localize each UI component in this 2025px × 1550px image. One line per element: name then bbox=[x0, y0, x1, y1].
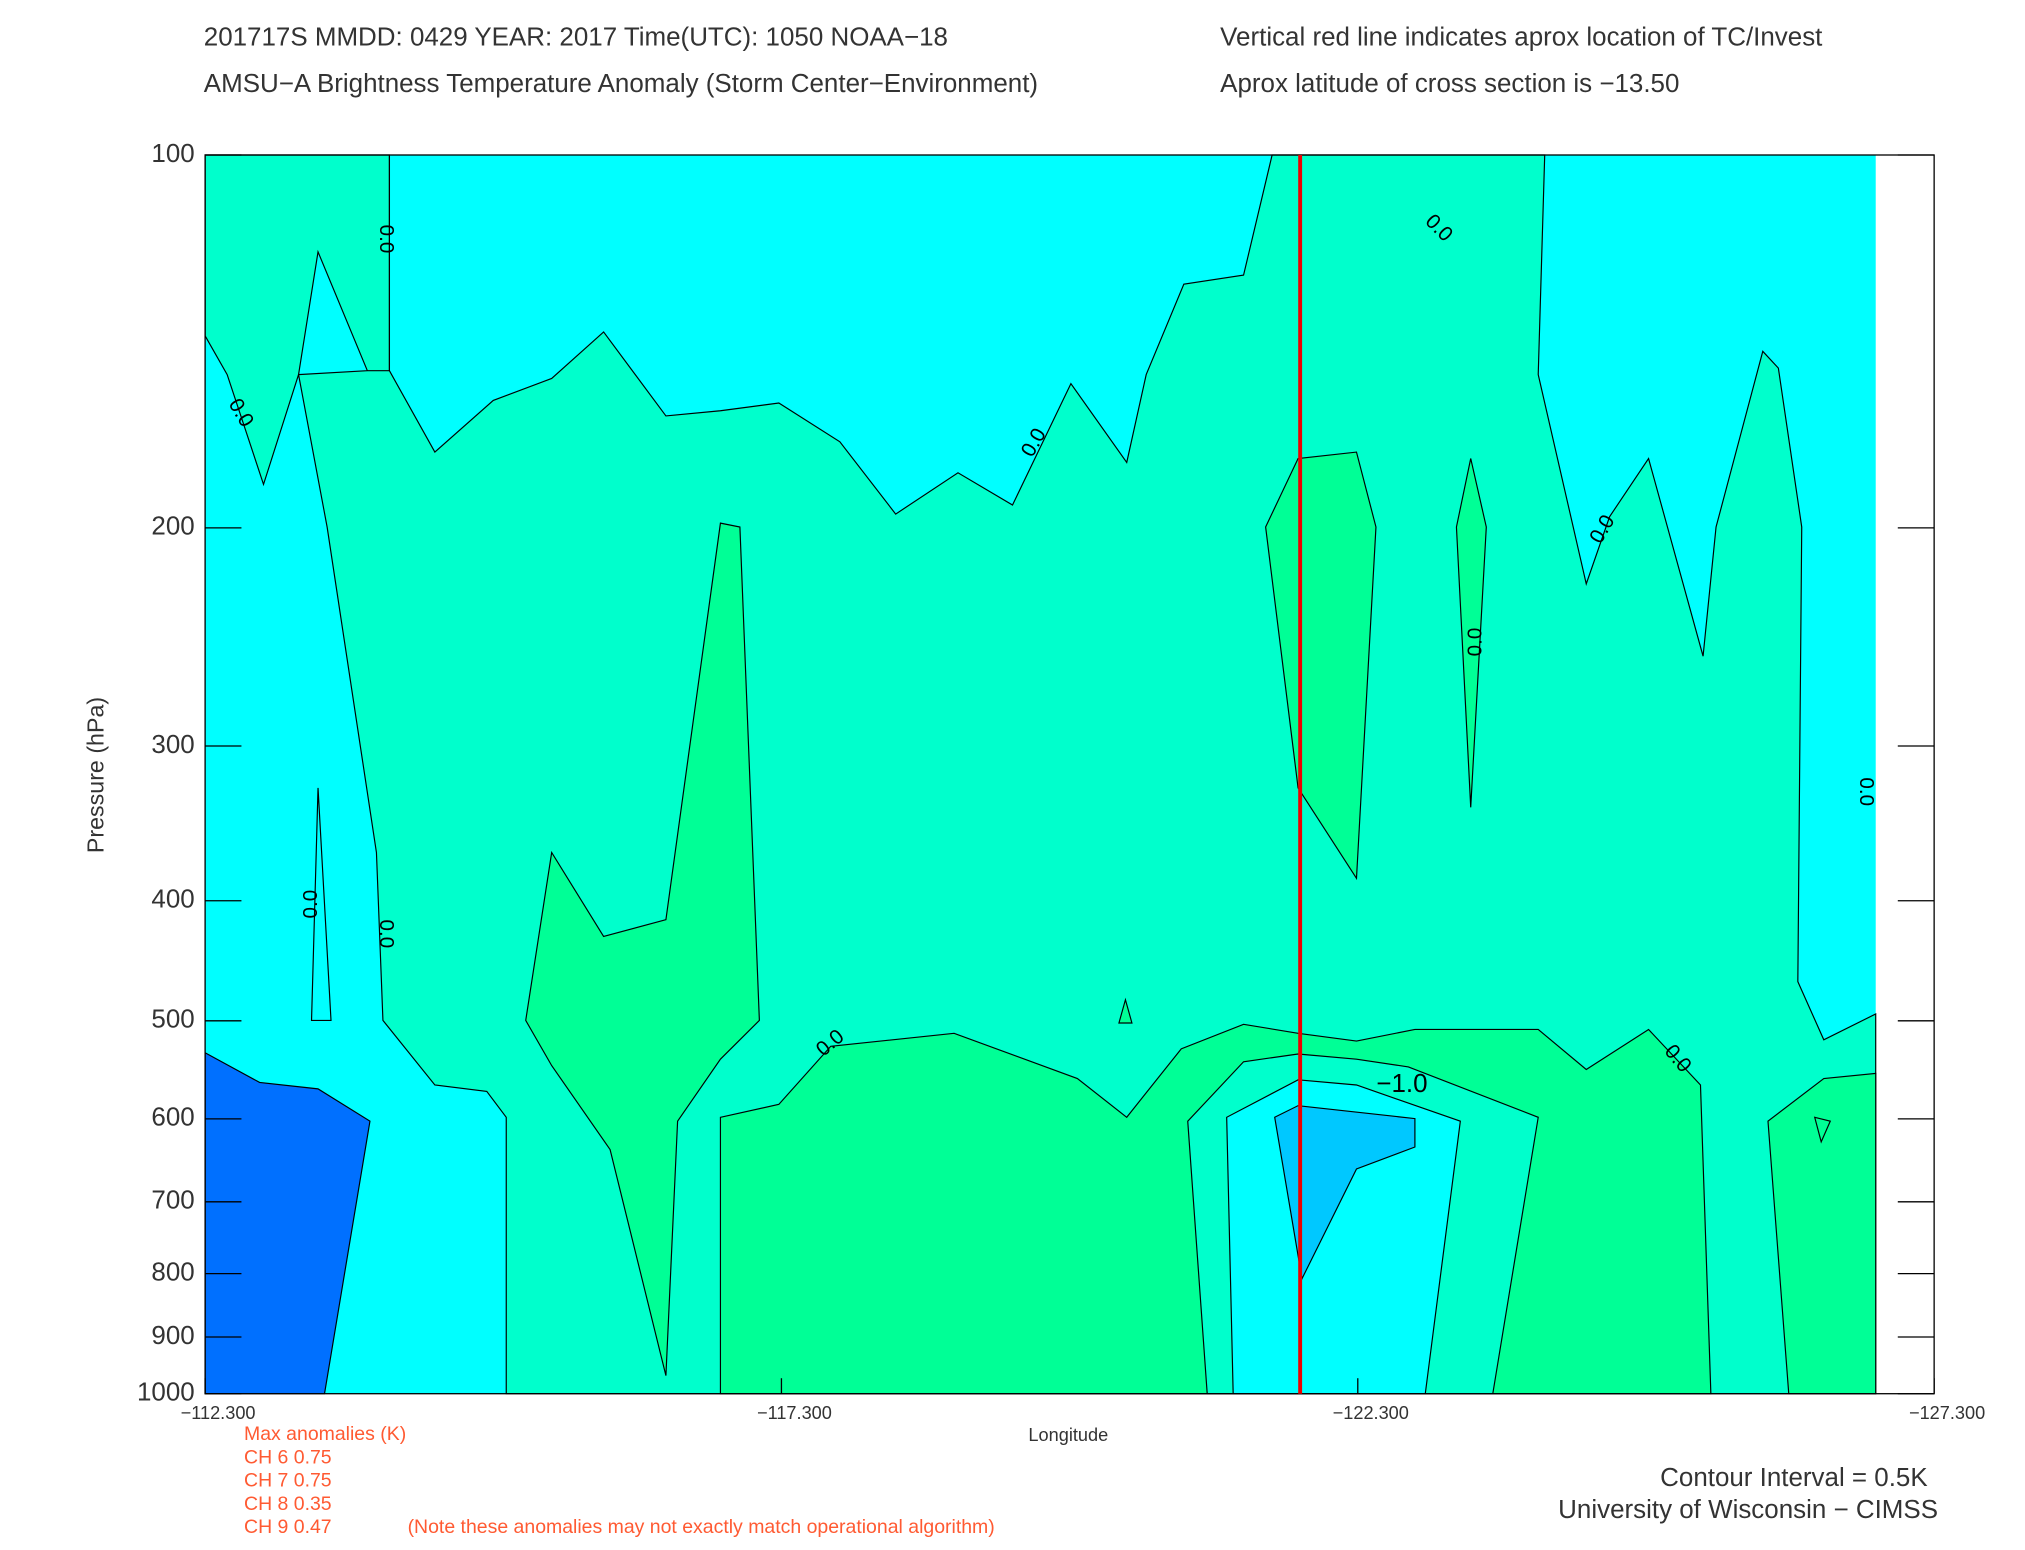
y-axis-label: Pressure (hPa) bbox=[82, 697, 108, 853]
y-tick-label: 100 bbox=[151, 140, 194, 168]
y-tick-label: 800 bbox=[151, 1259, 194, 1287]
y-tick-label: 500 bbox=[151, 1006, 194, 1034]
y-tick-label: 600 bbox=[151, 1104, 194, 1132]
contour-interval: Contour Interval = 0.5K bbox=[1660, 1464, 1927, 1492]
contour-region bbox=[297, 155, 391, 376]
anomaly-note: (Note these anomalies may not exactly ma… bbox=[408, 1516, 995, 1538]
y-tick-label: 900 bbox=[151, 1322, 194, 1350]
latitude-note: Aprox latitude of cross section is −13.5… bbox=[1220, 70, 1679, 98]
contour-label: 0.0 bbox=[299, 890, 322, 919]
x-axis-label: Longitude bbox=[1028, 1425, 1108, 1445]
contour-label: −1.0 bbox=[1376, 1070, 1427, 1098]
contour-region bbox=[1455, 458, 1487, 808]
contour-label: 0.0 bbox=[1855, 777, 1878, 806]
x-tick-label: −122.300 bbox=[1333, 1403, 1409, 1423]
contour-region bbox=[1813, 1116, 1832, 1144]
contour-label: 0.0 bbox=[375, 225, 398, 254]
plot-frame bbox=[204, 154, 1935, 1395]
contour-region bbox=[1265, 451, 1377, 881]
x-tick-label: −127.300 bbox=[1909, 1403, 1985, 1423]
y-tick-label: 700 bbox=[151, 1187, 194, 1215]
contour-region bbox=[525, 522, 760, 1376]
anomaly-line: CH 8 0.35 bbox=[244, 1493, 332, 1515]
y-tick-label: 1000 bbox=[137, 1379, 195, 1407]
credit: University of Wisconsin − CIMSS bbox=[1558, 1496, 1938, 1524]
x-tick-label: −112.300 bbox=[181, 1403, 256, 1423]
marker-note: Vertical red line indicates aprox locati… bbox=[1220, 24, 1822, 52]
y-tick-label: 200 bbox=[151, 513, 194, 541]
x-tick-label: −117.300 bbox=[757, 1403, 832, 1423]
contour-label: 0.0 bbox=[1463, 628, 1486, 657]
chart-title: 201717S MMDD: 0429 YEAR: 2017 Time(UTC):… bbox=[204, 24, 948, 52]
contour-region bbox=[1118, 997, 1133, 1024]
contour-region bbox=[310, 787, 332, 1021]
contour-fields bbox=[204, 154, 1877, 1395]
y-tick-label: 400 bbox=[151, 886, 194, 914]
contour-label: 0.0 bbox=[375, 920, 398, 949]
anomaly-line: CH 9 0.47 bbox=[244, 1516, 332, 1538]
anomaly-line: CH 6 0.75 bbox=[244, 1446, 332, 1468]
anomaly-title: Max anomalies (K) bbox=[244, 1423, 406, 1445]
anomaly-line: CH 7 0.75 bbox=[244, 1470, 332, 1492]
y-tick-label: 300 bbox=[151, 731, 194, 759]
chart-subtitle: AMSU−A Brightness Temperature Anomaly (S… bbox=[204, 70, 1038, 98]
